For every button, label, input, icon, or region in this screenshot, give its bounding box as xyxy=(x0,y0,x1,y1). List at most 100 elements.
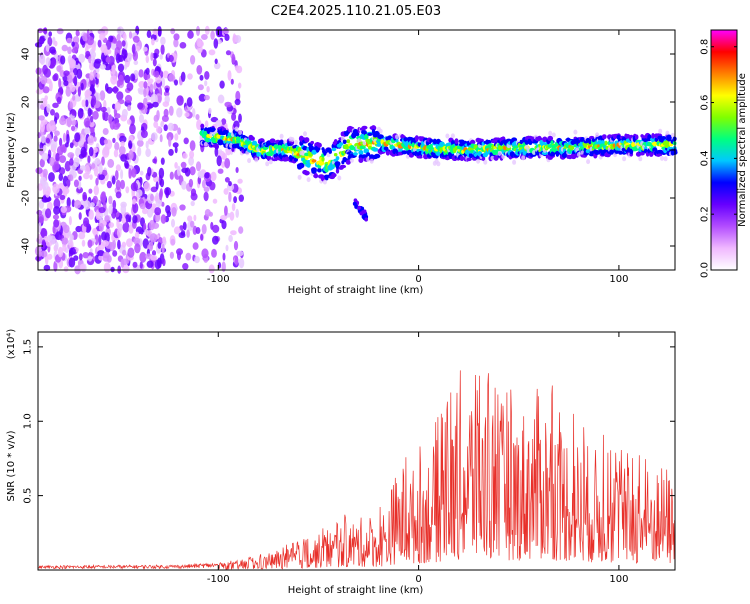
noise-blob xyxy=(145,140,149,149)
noise-blob xyxy=(87,107,92,117)
noise-blob xyxy=(112,38,118,44)
signal-pixel xyxy=(200,123,205,129)
noise-blob xyxy=(40,121,45,133)
noise-blob xyxy=(230,230,237,236)
signal-halo xyxy=(203,141,208,147)
signal-pixel xyxy=(277,144,283,150)
noise-blob xyxy=(199,74,204,81)
noise-blob xyxy=(44,254,49,265)
noise-blob xyxy=(35,67,42,75)
signal-pixel xyxy=(262,146,269,150)
noise-blob xyxy=(142,208,148,215)
noise-blob xyxy=(40,250,48,258)
noise-blob xyxy=(106,86,113,94)
noise-blob xyxy=(115,191,122,199)
spectrogram-panel: -100 0 100 -40 -20 0 20 40 Height of straight l… xyxy=(6,25,678,296)
noise-blob xyxy=(217,94,225,104)
signal-halo xyxy=(234,126,239,132)
noise-blob xyxy=(54,241,59,250)
signal-pixel xyxy=(570,153,577,160)
noise-blob xyxy=(53,219,60,228)
noise-blob xyxy=(46,123,51,133)
noise-blob xyxy=(229,211,235,221)
noise-blob xyxy=(116,40,123,51)
noise-blob xyxy=(67,46,72,55)
noise-blob xyxy=(62,242,67,252)
noise-blob xyxy=(82,32,88,42)
noise-blob xyxy=(53,135,58,142)
noise-blob xyxy=(53,206,61,215)
noise-blob xyxy=(113,149,119,158)
noise-blob xyxy=(92,195,98,204)
noise-blob xyxy=(200,233,204,241)
noise-blob xyxy=(68,216,72,226)
signal-halo xyxy=(337,175,342,181)
signal-pixel xyxy=(214,143,219,150)
noise-blob xyxy=(127,52,132,62)
noise-blob xyxy=(111,175,116,185)
noise-blob xyxy=(139,251,147,263)
spectrogram-y-axis-label: Frequency (Hz) xyxy=(6,112,17,188)
noise-blob xyxy=(99,217,103,223)
noise-blob xyxy=(224,33,230,42)
snr-y-tick-label: 0.5 xyxy=(23,488,34,504)
signal-pixel xyxy=(345,159,351,165)
signal-halo xyxy=(322,179,327,185)
noise-blob xyxy=(235,208,239,218)
noise-blob xyxy=(122,249,127,256)
colorbar-tick-label: 0.2 xyxy=(700,206,711,222)
noise-blob xyxy=(95,177,99,186)
noise-blob xyxy=(145,67,150,75)
noise-blob xyxy=(152,158,157,164)
snr-y-tick-label: 1.5 xyxy=(23,339,34,355)
signal-pixel xyxy=(588,138,592,145)
snr-y-axis-label: SNR (10 * v/v) xyxy=(6,430,17,501)
noise-blob xyxy=(131,168,137,178)
noise-blob xyxy=(235,167,239,173)
signal-pixel xyxy=(372,147,379,152)
noise-blob xyxy=(41,152,49,161)
noise-blob xyxy=(193,214,197,222)
noise-blob xyxy=(145,148,151,158)
noise-blob xyxy=(161,115,169,122)
noise-blob xyxy=(89,174,93,180)
noise-blob xyxy=(228,181,232,187)
noise-blob xyxy=(37,213,45,224)
noise-blob xyxy=(92,228,98,235)
noise-blob xyxy=(93,136,97,142)
noise-blob xyxy=(56,65,62,72)
noise-blob xyxy=(49,156,55,167)
noise-blob xyxy=(139,203,146,210)
noise-blob xyxy=(85,50,91,57)
noise-blob xyxy=(39,36,45,45)
noise-blob xyxy=(86,90,92,96)
noise-blob xyxy=(45,57,51,68)
noise-blob xyxy=(53,260,58,272)
branch-pixel xyxy=(353,201,357,206)
noise-blob xyxy=(210,221,214,230)
noise-blob xyxy=(114,122,121,128)
noise-blob xyxy=(173,38,179,48)
noise-blob xyxy=(60,55,66,65)
noise-blob xyxy=(165,87,170,93)
signal-pixel xyxy=(335,156,340,161)
noise-blob xyxy=(71,41,75,47)
noise-blob xyxy=(184,167,191,177)
noise-blob xyxy=(126,82,134,91)
noise-blob xyxy=(42,168,48,177)
noise-blob xyxy=(150,52,154,61)
noise-blob xyxy=(154,207,162,216)
noise-blob xyxy=(203,186,210,193)
noise-blob xyxy=(151,38,155,46)
noise-blob xyxy=(221,118,227,125)
noise-blob xyxy=(137,102,144,110)
spectrogram-y-tick-label: -40 xyxy=(21,238,32,254)
colorbar-tick-label: 0.8 xyxy=(700,39,711,55)
signal-pixel xyxy=(385,150,390,156)
signal-pixel xyxy=(498,145,502,151)
signal-pixel xyxy=(339,164,347,169)
noise-blob xyxy=(154,70,160,78)
noise-blob xyxy=(139,170,144,176)
noise-blob xyxy=(202,179,206,189)
